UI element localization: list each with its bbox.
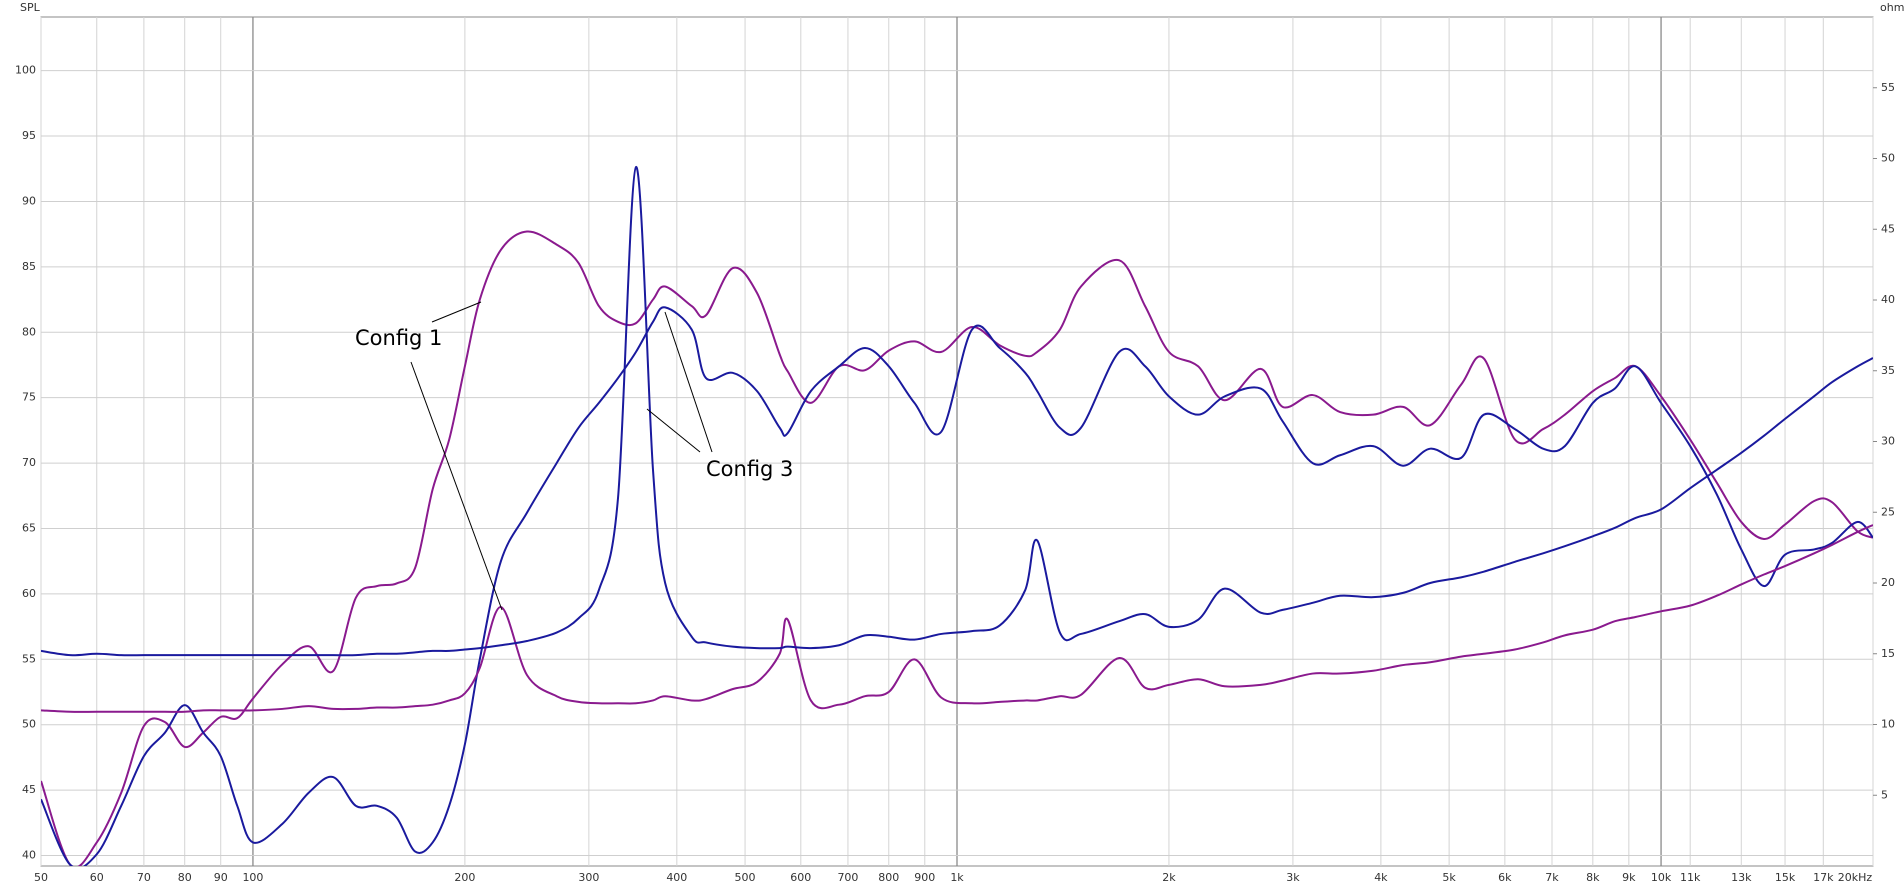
x-tick-label: 10k: [1651, 871, 1672, 884]
series-line: [41, 306, 1873, 866]
y2-tick-label: 20: [1881, 576, 1895, 589]
y-tick-label: 55: [22, 652, 36, 665]
y2-axis-label: ohm: [1880, 1, 1904, 14]
x-tick-label: 700: [837, 871, 858, 884]
y-tick-label: 90: [22, 194, 36, 207]
x-tick-label: 11k: [1680, 871, 1701, 884]
x-tick-label: 15k: [1775, 871, 1796, 884]
y-tick-label: 75: [22, 391, 36, 404]
x-tick-label: 5k: [1442, 871, 1456, 884]
x-tick-label: 60: [90, 871, 104, 884]
y2-tick-label: 10: [1881, 718, 1895, 731]
y2-tick-label: 25: [1881, 505, 1895, 518]
leader-line: [431, 301, 482, 323]
grid: [40, 17, 1877, 866]
y-tick-label: 65: [22, 521, 36, 534]
y-tick-label: 85: [22, 260, 36, 273]
x-tick-label: 1k: [950, 871, 964, 884]
x-tick-label: 6k: [1498, 871, 1512, 884]
x-tick-label: 300: [578, 871, 599, 884]
x-tick-label: 17k: [1813, 871, 1834, 884]
x-tick-label: 9k: [1622, 871, 1636, 884]
y2-tick-label: 5: [1881, 788, 1888, 801]
x-tick-label: 100: [242, 871, 263, 884]
x-tick-label: 900: [914, 871, 935, 884]
x-tick-label: 800: [878, 871, 899, 884]
y-axis-label: SPL: [20, 1, 41, 14]
x-tick-label: 8k: [1586, 871, 1600, 884]
label-layer: 50 60 70 80 90 100 200 300 400 500 600 700 800 900 1k 2…: [15, 64, 1895, 884]
series-line: [41, 524, 1873, 713]
annotation: Config 1: [355, 326, 442, 350]
y-tick-label: 45: [22, 783, 36, 796]
x-tick-label: 80: [178, 871, 192, 884]
x-tick-label: 3k: [1286, 871, 1300, 884]
y2-tick-label: 50: [1881, 152, 1895, 165]
x-tick-label: 50: [34, 871, 48, 884]
x-tick-label: 7k: [1545, 871, 1559, 884]
y-tick-label: 60: [22, 587, 36, 600]
leader-line: [646, 408, 701, 453]
y2-tick-label: 30: [1881, 435, 1895, 448]
x-tick-label: 400: [666, 871, 687, 884]
y-tick-label: 95: [22, 129, 36, 142]
y-tick-label: 100: [15, 64, 36, 77]
annotation: Config 3: [706, 457, 793, 481]
y-tick-label: 40: [22, 849, 36, 862]
x-tick-label: 13k: [1731, 871, 1752, 884]
x-tick-label: 2k: [1162, 871, 1176, 884]
y2-tick-label: 40: [1881, 293, 1895, 306]
y2-tick-label: 35: [1881, 364, 1895, 377]
x-tick-label: 90: [214, 871, 228, 884]
x-tick-label: 600: [790, 871, 811, 884]
y-tick-label: 70: [22, 456, 36, 469]
y-tick-label: 80: [22, 325, 36, 338]
x-tick-label: 20kHz: [1838, 871, 1873, 884]
x-tick-label: 4k: [1374, 871, 1388, 884]
y2-tick-label: 15: [1881, 647, 1895, 660]
y2-tick-label: 45: [1881, 222, 1895, 235]
x-tick-label: 500: [735, 871, 756, 884]
series-layer: [41, 165, 1873, 866]
y2-tick-label: 55: [1881, 81, 1895, 94]
y-tick-label: 50: [22, 718, 36, 731]
x-tick-label: 200: [454, 871, 475, 884]
leader-line: [410, 361, 503, 611]
x-tick-label: 70: [137, 871, 151, 884]
series-line: [41, 230, 1873, 866]
leader-line: [664, 311, 713, 453]
series-line: [41, 165, 1873, 657]
annotation-leaders: [410, 301, 713, 611]
